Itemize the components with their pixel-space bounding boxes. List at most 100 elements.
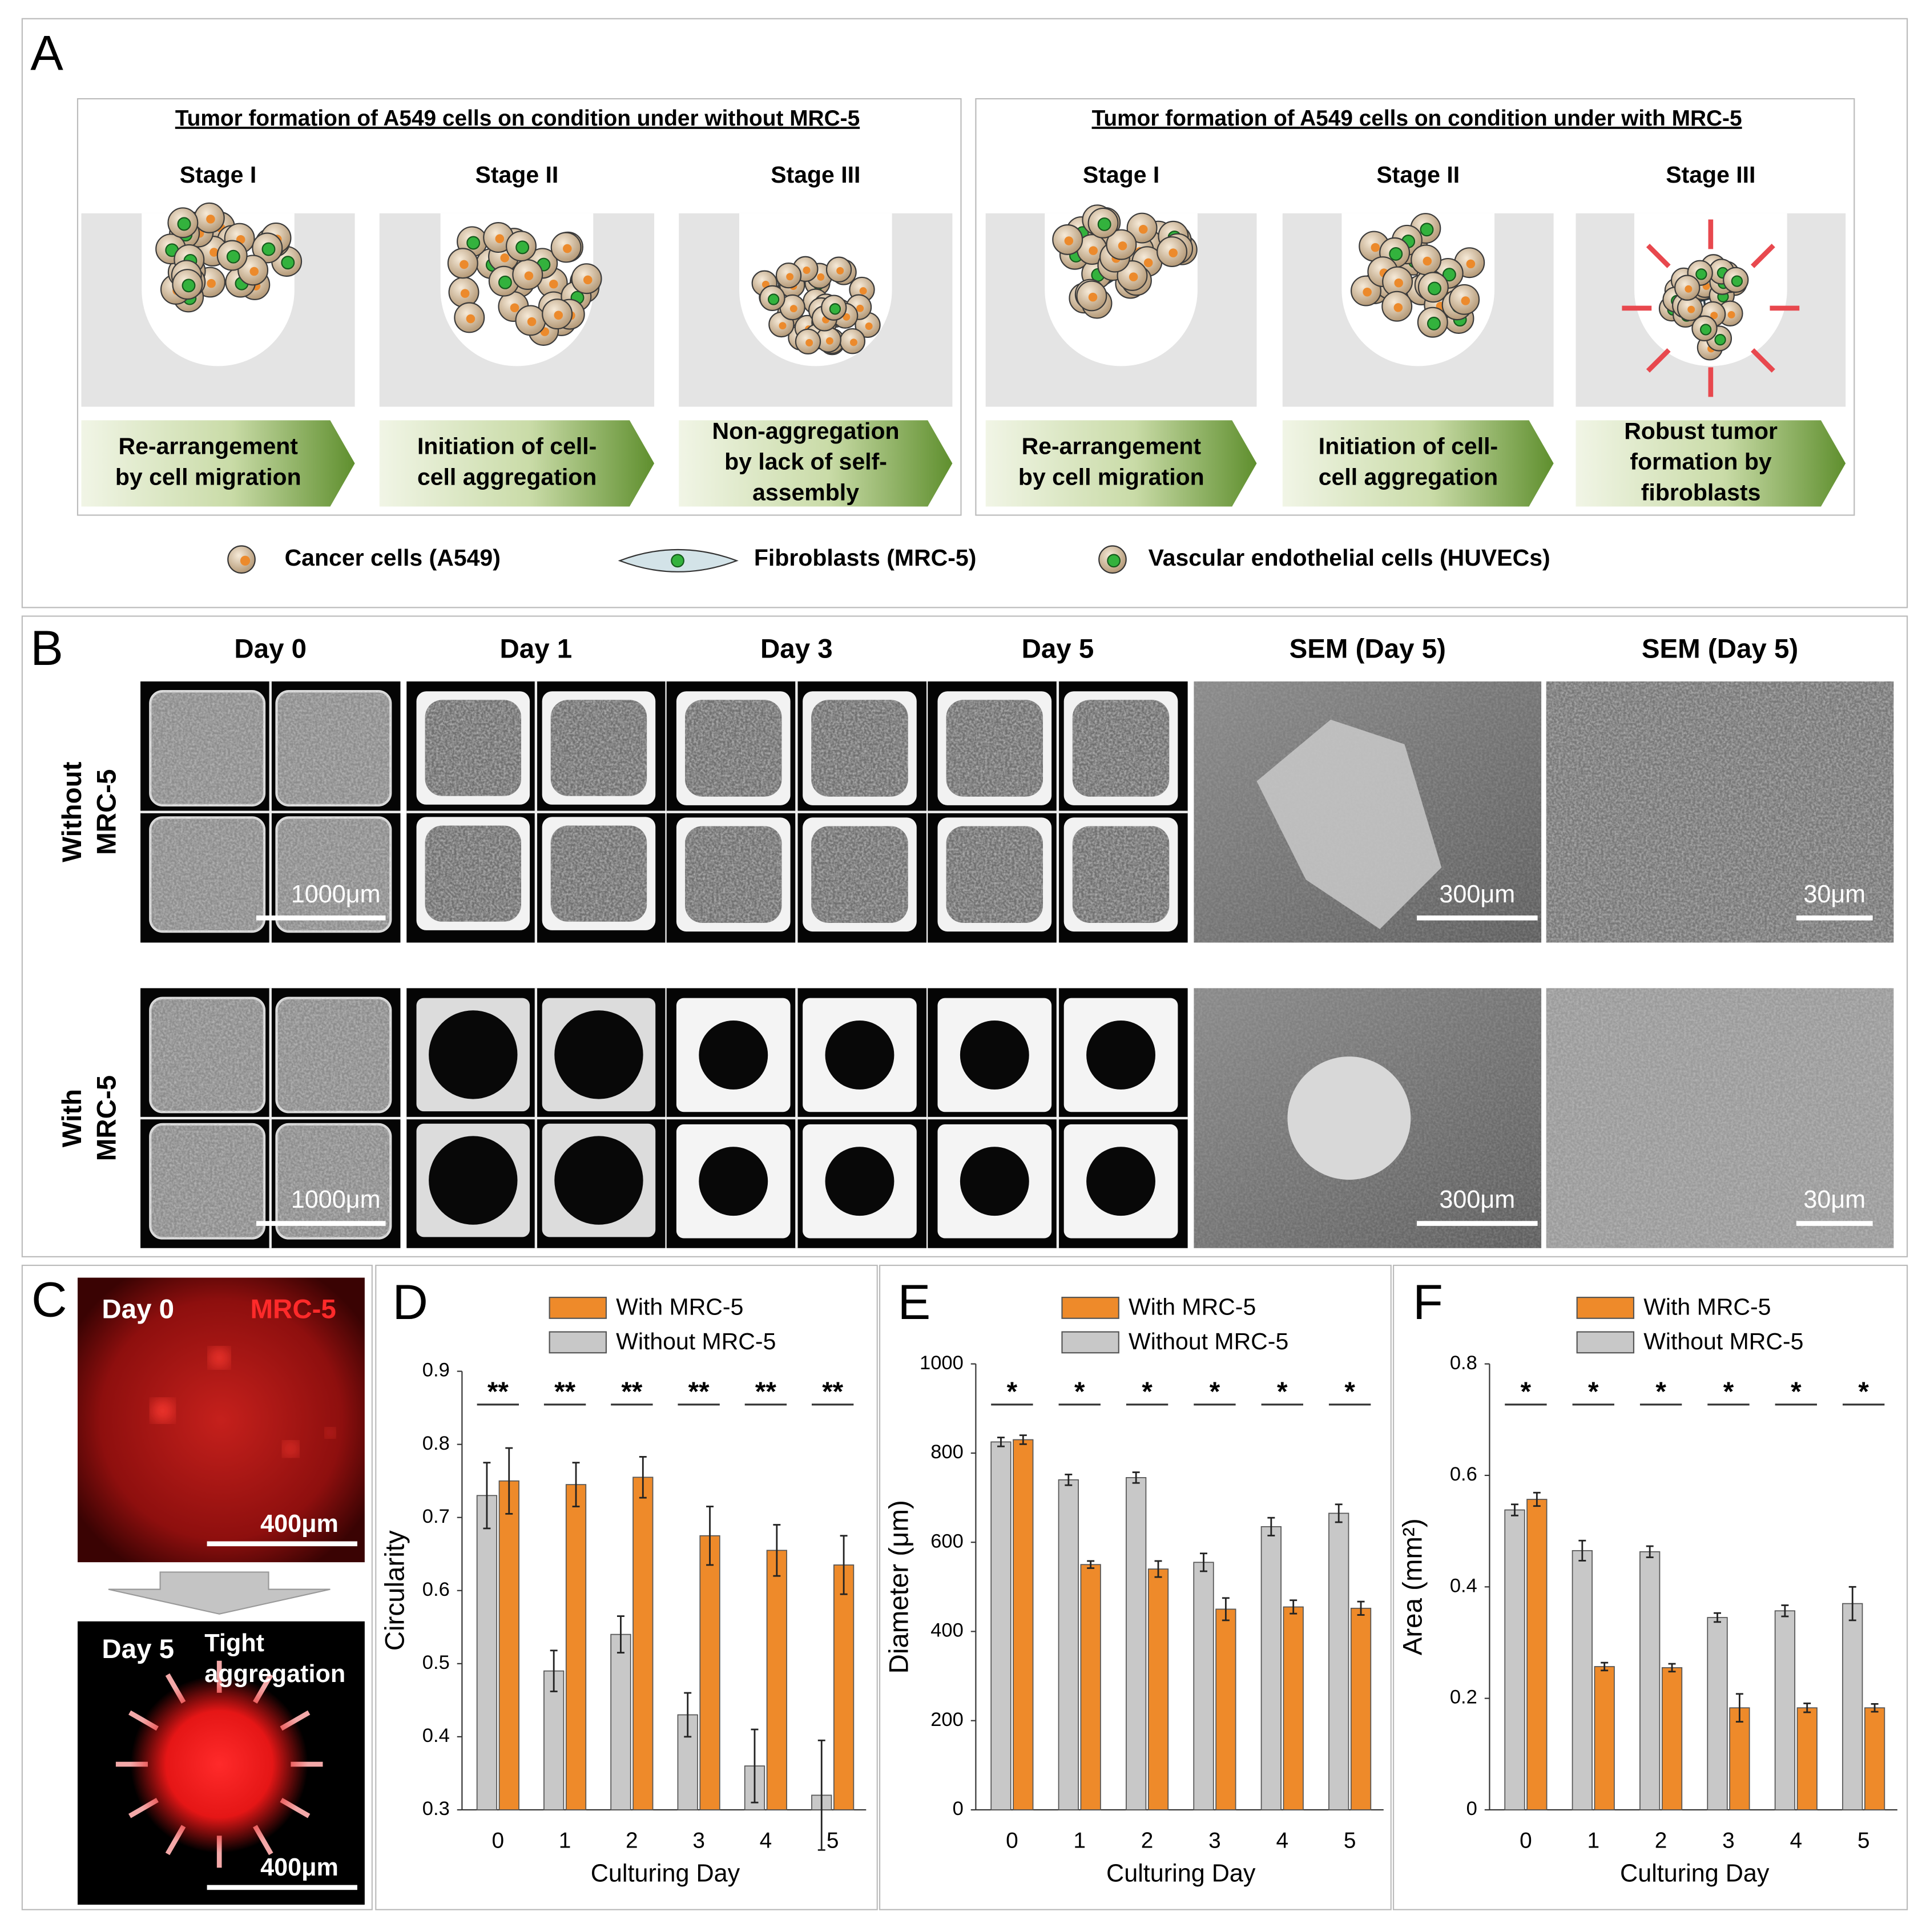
microwell-texture — [1072, 826, 1170, 923]
cell-nucleus — [549, 279, 558, 289]
error-bar — [1154, 1560, 1162, 1578]
spheroid — [554, 1010, 643, 1099]
error-bar — [1019, 1434, 1027, 1445]
microwell-texture — [811, 700, 908, 797]
cell-nucleus — [177, 217, 191, 231]
bar — [565, 1484, 587, 1810]
panel-letter: B — [30, 621, 63, 676]
error-bar — [1803, 1703, 1811, 1713]
stage-arrow — [81, 420, 355, 507]
cell-nucleus — [1064, 236, 1074, 245]
transition-arrow — [108, 1571, 331, 1615]
image-note: aggregation — [204, 1660, 345, 1688]
x-tick-label: 2 — [1141, 1828, 1154, 1853]
legend-label: Fibroblasts (MRC-5) — [754, 544, 977, 571]
cell-nucleus — [583, 275, 593, 285]
microwell-texture — [276, 998, 391, 1112]
column-header: SEM (Day 5) — [1290, 634, 1446, 664]
cell-nucleus — [850, 338, 857, 346]
y-tick-label: 800 — [930, 1441, 964, 1463]
spheroid — [1086, 1021, 1155, 1090]
legend-label: Cancer cells (A549) — [285, 544, 501, 571]
panel-border — [375, 1264, 878, 1910]
cell-nucleus — [495, 234, 505, 243]
y-tick-label: 0 — [953, 1798, 964, 1820]
cell-nucleus — [554, 310, 563, 320]
image-label: Day 0 — [102, 1294, 174, 1324]
legend-label: Without MRC-5 — [616, 1328, 776, 1354]
bar — [1864, 1707, 1885, 1810]
cell-nucleus — [524, 271, 534, 281]
error-bar — [483, 1462, 491, 1530]
cell-nucleus — [1138, 224, 1148, 234]
significance-marker: * — [1723, 1377, 1734, 1407]
bar — [1774, 1610, 1796, 1810]
stage-caption: by cell migration — [115, 464, 301, 490]
stage-arrow — [1282, 420, 1554, 507]
cell-nucleus — [1088, 292, 1098, 302]
sem-aggregate — [1256, 719, 1442, 929]
spheroid — [1086, 1147, 1155, 1216]
spheroid — [960, 1021, 1029, 1090]
bar — [990, 1441, 1012, 1810]
cell-nucleus — [767, 293, 780, 305]
spheroid — [699, 1021, 768, 1090]
compression-arrow — [1751, 244, 1775, 268]
cell-nucleus — [1685, 285, 1693, 293]
spheroid — [699, 1147, 768, 1216]
bar — [1147, 1568, 1169, 1810]
x-tick-label: 3 — [692, 1828, 705, 1853]
x-axis-label: Culturing Day — [1620, 1860, 1770, 1887]
compression-arrow — [1646, 348, 1671, 373]
group-title: Tumor formation of A549 cells on conditi… — [1092, 106, 1742, 131]
cell-nucleus — [1423, 256, 1432, 266]
y-tick-label: 0.5 — [422, 1652, 450, 1673]
cell-nucleus — [1687, 305, 1695, 313]
bar — [610, 1633, 631, 1810]
cell-nucleus — [209, 248, 219, 257]
error-bar — [1735, 1693, 1743, 1723]
cell-nucleus — [1363, 287, 1372, 297]
cell-nucleus — [1427, 316, 1441, 330]
sem-texture — [1546, 681, 1894, 943]
bar — [699, 1535, 720, 1810]
bar — [543, 1670, 565, 1810]
y-tick-label: 0.8 — [422, 1433, 450, 1454]
microwell-texture — [1072, 700, 1170, 797]
legend-fibroblast-dot — [671, 554, 684, 568]
spheroid — [825, 1021, 894, 1090]
legend-swatch — [1576, 1331, 1635, 1354]
microwell-texture — [685, 700, 782, 797]
fluorescence-image — [77, 1277, 365, 1563]
x-tick-label: 5 — [827, 1828, 839, 1853]
x-axis-label: Culturing Day — [1106, 1860, 1256, 1887]
stage-caption: assembly — [752, 479, 859, 506]
panel-letter: D — [393, 1275, 428, 1330]
panel-border — [1392, 1264, 1908, 1910]
spheroid — [825, 1147, 894, 1216]
significance-marker: ** — [755, 1377, 776, 1407]
significance-marker: * — [1007, 1377, 1018, 1407]
microwell-texture — [550, 825, 647, 922]
cell-nucleus — [226, 249, 240, 264]
error-bar — [773, 1524, 781, 1577]
y-tick-label: 0.4 — [1450, 1575, 1477, 1596]
group-border — [76, 98, 962, 516]
significance-marker: * — [1344, 1377, 1355, 1407]
panel-border — [21, 615, 1908, 1257]
panel-border — [21, 1264, 373, 1910]
legend-swatch — [549, 1297, 607, 1319]
cell-nucleus — [805, 339, 813, 346]
legend-huvec-dot — [1107, 554, 1121, 568]
cell-nucleus — [1394, 279, 1404, 288]
significance-marker: * — [1521, 1377, 1532, 1407]
error-bar — [1646, 1545, 1654, 1558]
cell-nucleus — [779, 322, 787, 330]
significance-marker: * — [1074, 1377, 1085, 1407]
error-bar — [706, 1506, 714, 1566]
bar — [1080, 1564, 1101, 1810]
x-tick-label: 3 — [1722, 1828, 1735, 1853]
cell-nucleus — [836, 267, 844, 275]
cell-nucleus — [859, 287, 867, 295]
cell-nucleus — [515, 240, 530, 255]
